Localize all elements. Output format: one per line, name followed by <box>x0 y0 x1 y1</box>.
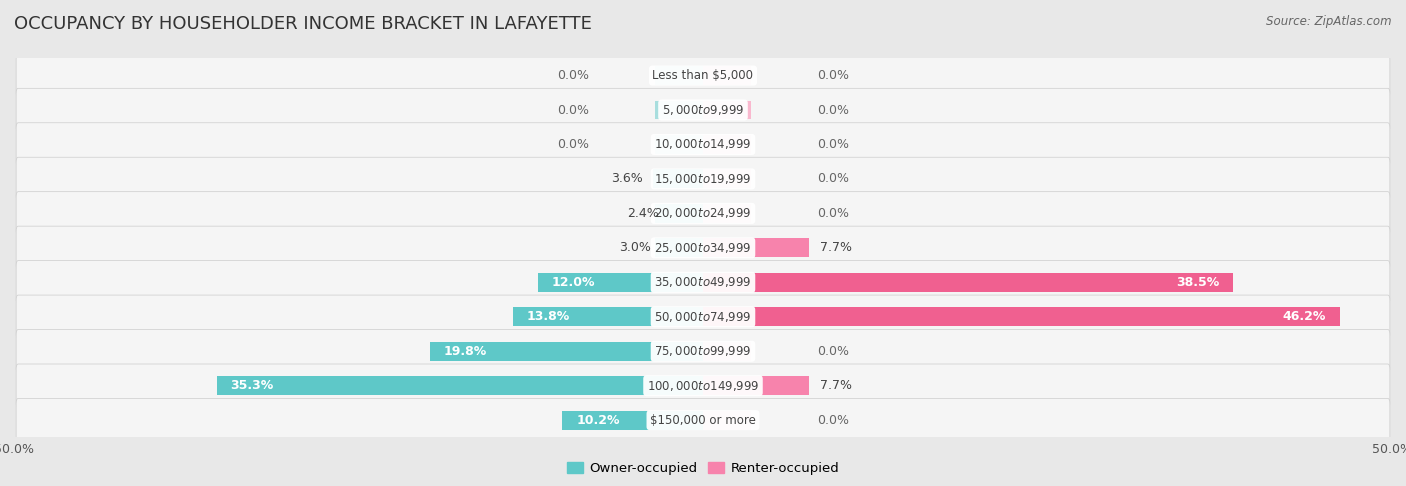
Text: 0.0%: 0.0% <box>817 345 849 358</box>
Bar <box>703 204 751 223</box>
Text: 0.0%: 0.0% <box>817 207 849 220</box>
Bar <box>703 342 751 361</box>
Text: $75,000 to $99,999: $75,000 to $99,999 <box>654 344 752 358</box>
Text: 46.2%: 46.2% <box>1282 310 1326 323</box>
Text: 3.0%: 3.0% <box>619 242 651 254</box>
Text: 2.4%: 2.4% <box>627 207 659 220</box>
Text: 19.8%: 19.8% <box>444 345 488 358</box>
Bar <box>655 66 703 85</box>
Text: 0.0%: 0.0% <box>817 173 849 186</box>
Bar <box>703 239 808 258</box>
Text: 0.0%: 0.0% <box>557 104 589 117</box>
Text: 0.0%: 0.0% <box>817 414 849 427</box>
FancyBboxPatch shape <box>15 260 1391 304</box>
Text: 10.2%: 10.2% <box>576 414 620 427</box>
Bar <box>703 101 751 120</box>
Bar <box>655 101 703 120</box>
Bar <box>654 170 703 189</box>
Text: 12.0%: 12.0% <box>551 276 595 289</box>
Bar <box>537 273 703 292</box>
FancyBboxPatch shape <box>15 123 1391 166</box>
Text: 35.3%: 35.3% <box>231 379 274 392</box>
Bar <box>703 170 751 189</box>
Bar <box>703 307 1340 326</box>
FancyBboxPatch shape <box>15 88 1391 132</box>
Text: Source: ZipAtlas.com: Source: ZipAtlas.com <box>1267 15 1392 28</box>
Text: 7.7%: 7.7% <box>820 242 852 254</box>
Legend: Owner-occupied, Renter-occupied: Owner-occupied, Renter-occupied <box>561 456 845 480</box>
Text: 0.0%: 0.0% <box>557 138 589 151</box>
FancyBboxPatch shape <box>15 157 1391 201</box>
Text: $50,000 to $74,999: $50,000 to $74,999 <box>654 310 752 324</box>
Text: $25,000 to $34,999: $25,000 to $34,999 <box>654 241 752 255</box>
Text: 3.6%: 3.6% <box>610 173 643 186</box>
Bar <box>703 411 751 430</box>
Bar <box>562 411 703 430</box>
Text: 0.0%: 0.0% <box>817 104 849 117</box>
Bar <box>655 135 703 154</box>
FancyBboxPatch shape <box>15 191 1391 235</box>
Bar <box>513 307 703 326</box>
Text: $5,000 to $9,999: $5,000 to $9,999 <box>662 103 744 117</box>
FancyBboxPatch shape <box>15 364 1391 407</box>
FancyBboxPatch shape <box>15 295 1391 338</box>
Text: $20,000 to $24,999: $20,000 to $24,999 <box>654 207 752 220</box>
Text: 13.8%: 13.8% <box>527 310 569 323</box>
Text: 0.0%: 0.0% <box>557 69 589 82</box>
Bar <box>655 204 703 223</box>
Text: $10,000 to $14,999: $10,000 to $14,999 <box>654 138 752 152</box>
FancyBboxPatch shape <box>15 226 1391 270</box>
Text: Less than $5,000: Less than $5,000 <box>652 69 754 82</box>
FancyBboxPatch shape <box>15 330 1391 373</box>
FancyBboxPatch shape <box>15 54 1391 97</box>
Bar <box>217 376 703 395</box>
Text: 0.0%: 0.0% <box>817 69 849 82</box>
Bar <box>703 273 1233 292</box>
Text: $150,000 or more: $150,000 or more <box>650 414 756 427</box>
Text: $15,000 to $19,999: $15,000 to $19,999 <box>654 172 752 186</box>
Bar <box>703 135 751 154</box>
Bar <box>703 376 808 395</box>
FancyBboxPatch shape <box>15 399 1391 442</box>
Text: 7.7%: 7.7% <box>820 379 852 392</box>
Text: 38.5%: 38.5% <box>1177 276 1219 289</box>
Text: $35,000 to $49,999: $35,000 to $49,999 <box>654 276 752 289</box>
Bar <box>703 66 751 85</box>
Text: $100,000 to $149,999: $100,000 to $149,999 <box>647 379 759 393</box>
Text: OCCUPANCY BY HOUSEHOLDER INCOME BRACKET IN LAFAYETTE: OCCUPANCY BY HOUSEHOLDER INCOME BRACKET … <box>14 15 592 33</box>
Bar <box>430 342 703 361</box>
Text: 0.0%: 0.0% <box>817 138 849 151</box>
Bar <box>655 239 703 258</box>
